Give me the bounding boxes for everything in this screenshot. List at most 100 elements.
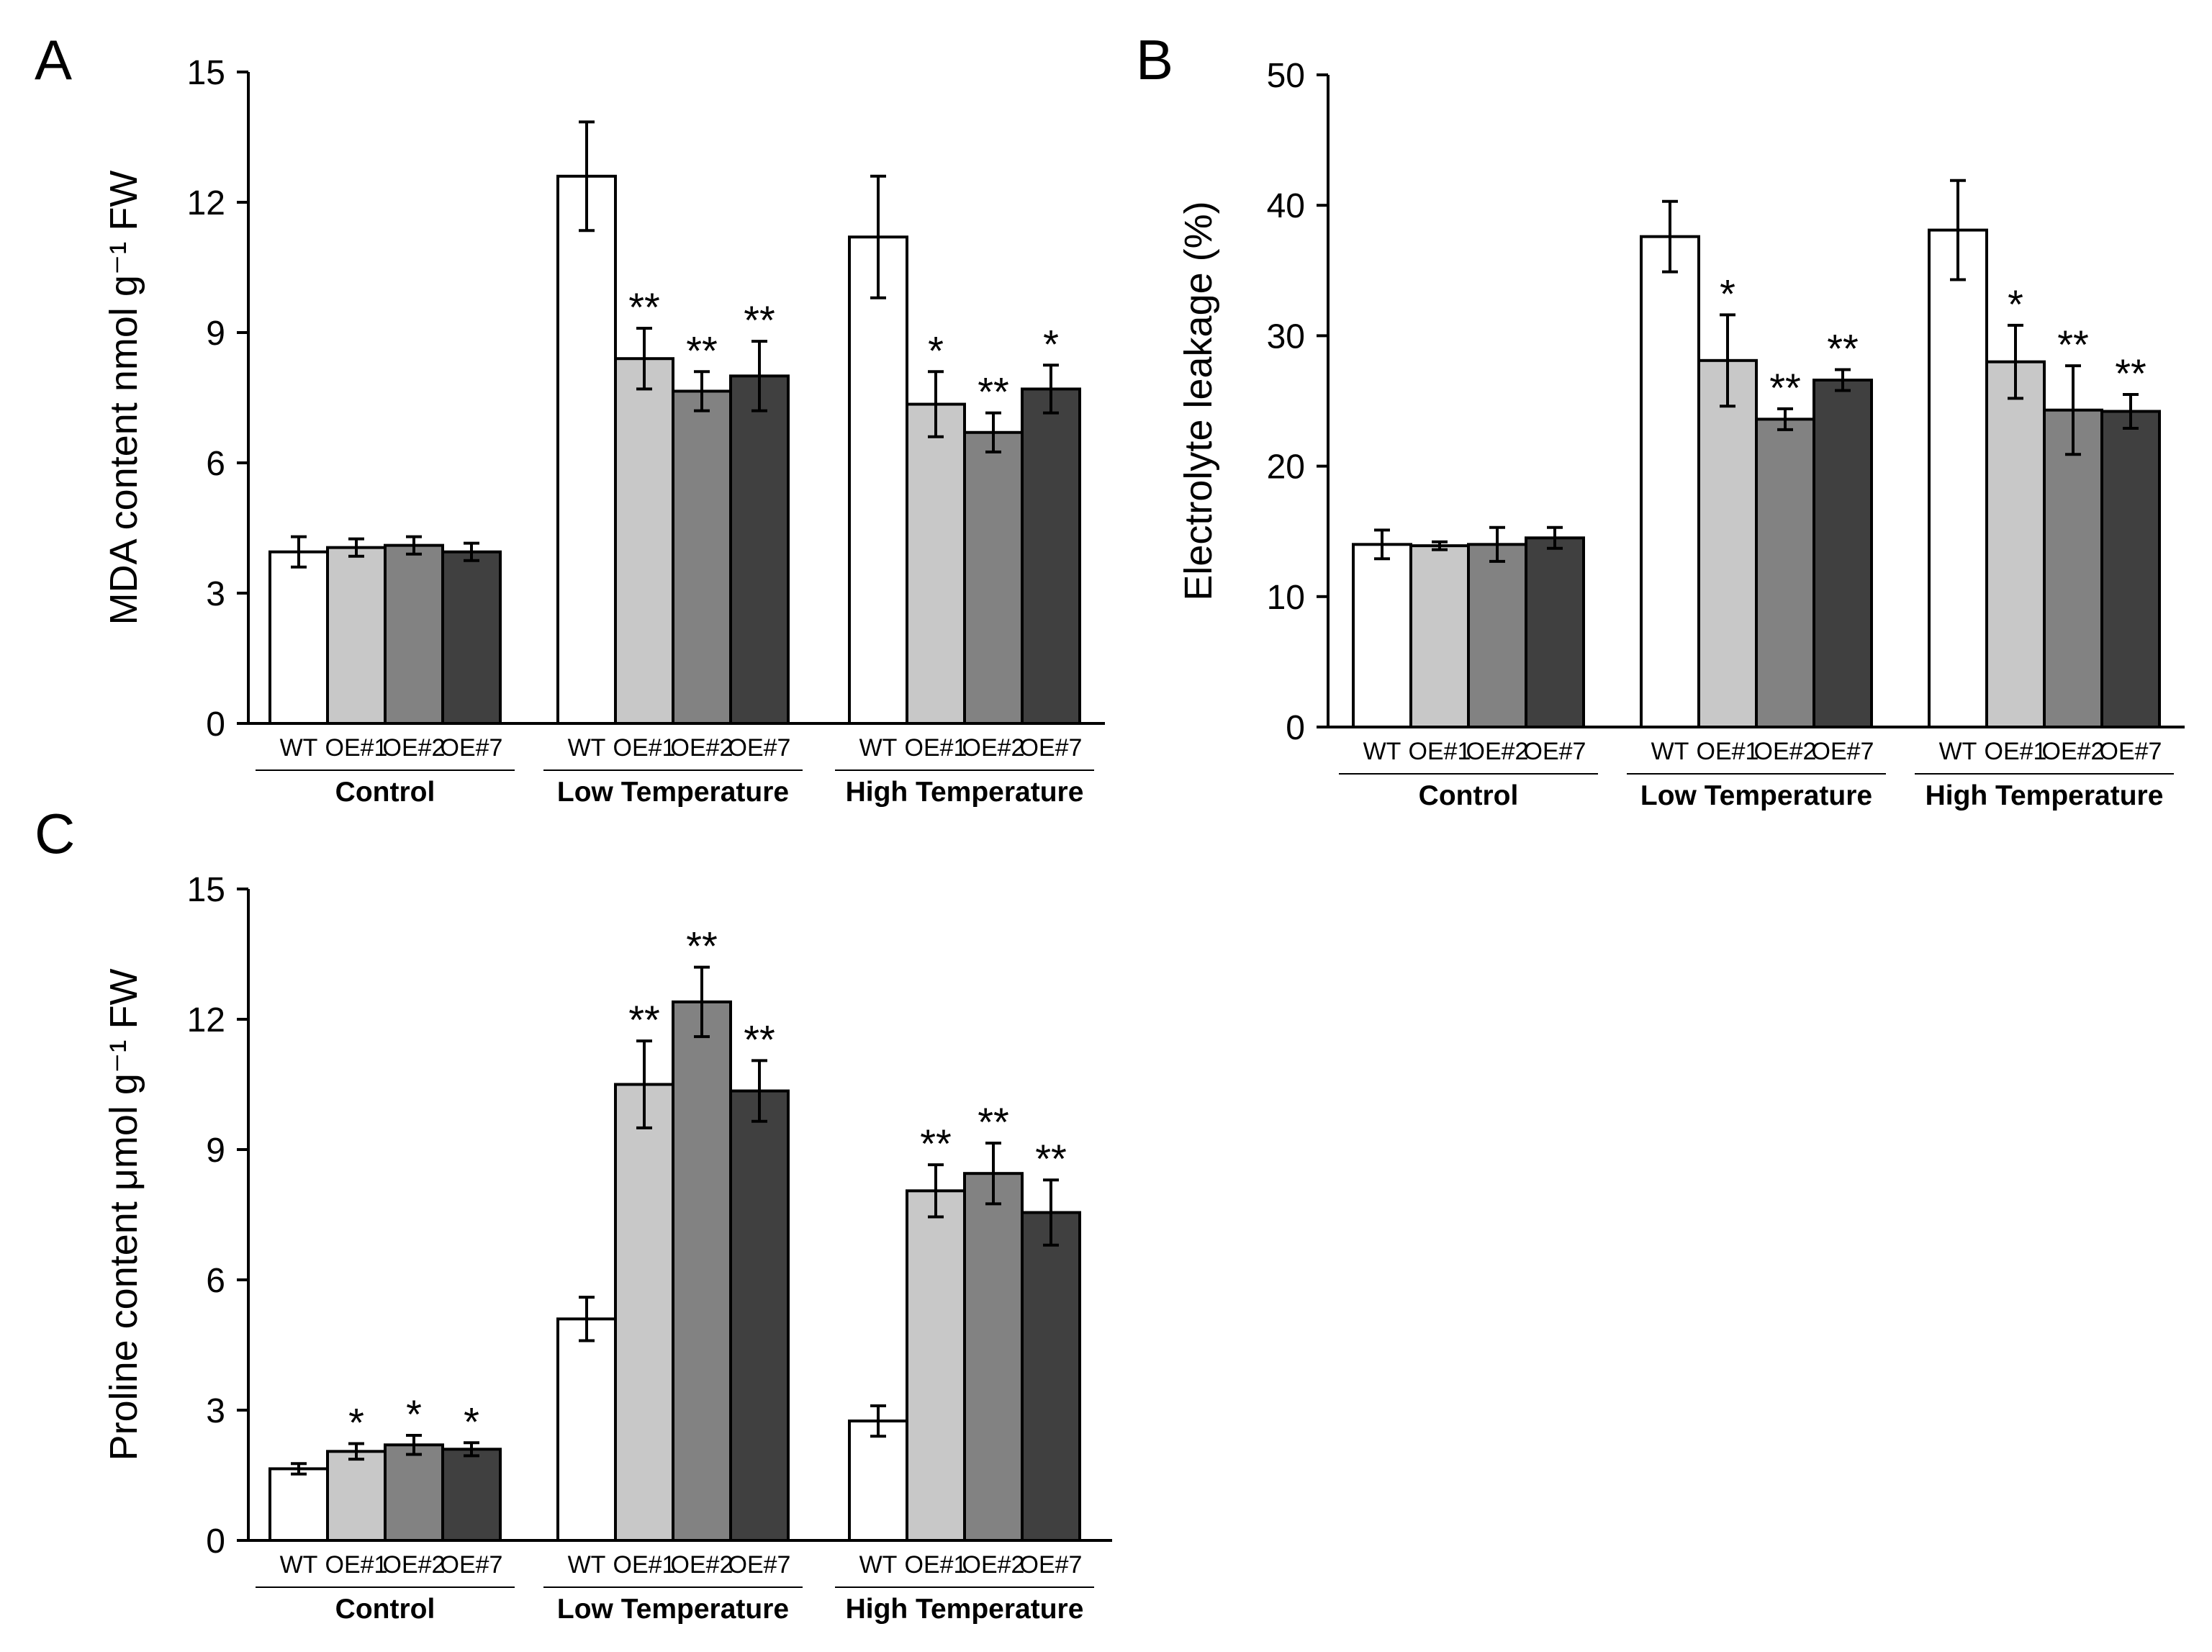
- bar-wt: [848, 235, 908, 725]
- bar-category-label: OE#2: [671, 1551, 733, 1579]
- y-tick-label: 10: [1267, 579, 1305, 617]
- significance-marker: **: [920, 1121, 952, 1166]
- bar-category-label: OE#7: [728, 734, 791, 762]
- bar-category-label: OE#7: [441, 734, 503, 762]
- bar-wt: [1928, 228, 1988, 728]
- bar-category-label: OE#1: [1409, 738, 1471, 765]
- bar-wt: [1640, 235, 1700, 728]
- group-label: Control: [335, 777, 435, 808]
- y-tick-label: 12: [187, 1001, 225, 1039]
- significance-marker: *: [1720, 271, 1735, 316]
- y-axis-label: Proline content μmol g⁻¹ FW: [102, 969, 145, 1461]
- significance-marker: **: [978, 1099, 1009, 1145]
- significance-marker: **: [628, 284, 660, 330]
- y-axis-label: Electrolyte leakage (%): [1177, 201, 1220, 600]
- bar-oe2: [672, 389, 732, 725]
- bar-oe7: [729, 1089, 790, 1543]
- y-tick-label: 50: [1267, 57, 1305, 95]
- group-label: High Temperature: [1926, 780, 2164, 811]
- significance-marker: **: [2057, 322, 2089, 367]
- bar-oe1: [906, 402, 966, 725]
- bar-wt: [556, 174, 617, 726]
- bar-category-label: OE#2: [2042, 738, 2105, 765]
- y-tick-label: 15: [187, 871, 225, 909]
- bar-wt: [848, 1419, 908, 1543]
- bar-wt: [268, 550, 329, 726]
- significance-marker: **: [1035, 1136, 1067, 1181]
- significance-marker: *: [348, 1399, 364, 1445]
- y-tick-label: 40: [1267, 187, 1305, 225]
- y-tick-label: 9: [206, 1132, 225, 1170]
- y-tick-label: 9: [206, 315, 225, 353]
- bar-category-label: OE#2: [671, 734, 733, 762]
- significance-marker: **: [628, 997, 660, 1042]
- group-label: Control: [335, 1594, 435, 1625]
- bar-category-label: WT: [280, 1551, 318, 1579]
- bar-category-label: OE#1: [905, 734, 967, 762]
- bar-category-label: OE#2: [1754, 738, 1817, 765]
- bar-oe2: [963, 430, 1024, 725]
- bar-oe1: [906, 1189, 966, 1542]
- significance-marker: *: [2008, 281, 2023, 327]
- bar-category-label: OE#1: [325, 734, 388, 762]
- significance-marker: *: [928, 328, 944, 373]
- bar-category-label: OE#7: [1812, 738, 1874, 765]
- bar-category-label: OE#2: [383, 1551, 446, 1579]
- y-tick-label: 3: [206, 1392, 225, 1430]
- bar-category-label: OE#2: [962, 734, 1025, 762]
- panel-letter: B: [1136, 28, 1173, 91]
- bar-oe7: [1813, 379, 1873, 728]
- group-label: Low Temperature: [1640, 780, 1872, 811]
- group-label: Low Temperature: [557, 777, 789, 808]
- bar-oe1: [1697, 358, 1758, 728]
- group-label: Low Temperature: [557, 1594, 789, 1625]
- y-tick-label: 12: [187, 184, 225, 222]
- significance-marker: **: [978, 369, 1009, 415]
- bar-category-label: OE#7: [2100, 738, 2162, 765]
- bar-oe7: [1021, 387, 1081, 726]
- bar-oe1: [326, 546, 387, 726]
- y-axis-label: MDA content nmol g⁻¹ FW: [102, 171, 145, 626]
- bar-oe2: [963, 1172, 1024, 1543]
- bar-category-label: OE#7: [1524, 738, 1586, 765]
- bar-oe1: [614, 1083, 674, 1542]
- significance-marker: **: [744, 1016, 775, 1062]
- bar-category-label: OE#2: [962, 1551, 1025, 1579]
- group-label: High Temperature: [846, 1594, 1084, 1625]
- significance-marker: *: [464, 1399, 479, 1444]
- bar-oe7: [441, 1448, 502, 1543]
- bar-oe2: [2043, 408, 2103, 729]
- y-tick-label: 6: [206, 1262, 225, 1300]
- bar-category-label: WT: [1651, 738, 1689, 765]
- bar-oe2: [1755, 417, 1815, 728]
- bar-oe2: [384, 1443, 444, 1543]
- bar-oe1: [1409, 544, 1470, 729]
- bar-category-label: OE#7: [441, 1551, 503, 1579]
- bar-category-label: OE#1: [1697, 738, 1759, 765]
- bar-category-label: WT: [280, 734, 318, 762]
- significance-marker: **: [1827, 326, 1859, 371]
- bar-category-label: OE#2: [383, 734, 446, 762]
- bar-category-label: WT: [568, 734, 606, 762]
- bar-oe7: [441, 550, 502, 726]
- bar-wt: [268, 1467, 329, 1542]
- bar-category-label: OE#1: [905, 1551, 967, 1579]
- significance-marker: *: [1043, 321, 1059, 366]
- y-tick-label: 6: [206, 445, 225, 483]
- significance-marker: **: [686, 328, 718, 373]
- bar-oe7: [1525, 536, 1585, 728]
- panel-letter: C: [35, 802, 75, 865]
- bar-wt: [556, 1317, 617, 1543]
- significance-marker: *: [406, 1391, 422, 1437]
- bar-category-label: WT: [568, 1551, 606, 1579]
- y-tick-label: 3: [206, 575, 225, 613]
- significance-marker: **: [744, 297, 775, 343]
- group-label: High Temperature: [846, 777, 1084, 808]
- y-tick-label: 15: [187, 54, 225, 92]
- y-tick-label: 30: [1267, 317, 1305, 356]
- bar-category-label: OE#1: [1985, 738, 2047, 765]
- bar-category-label: WT: [1939, 738, 1977, 765]
- y-tick-label: 0: [206, 705, 225, 744]
